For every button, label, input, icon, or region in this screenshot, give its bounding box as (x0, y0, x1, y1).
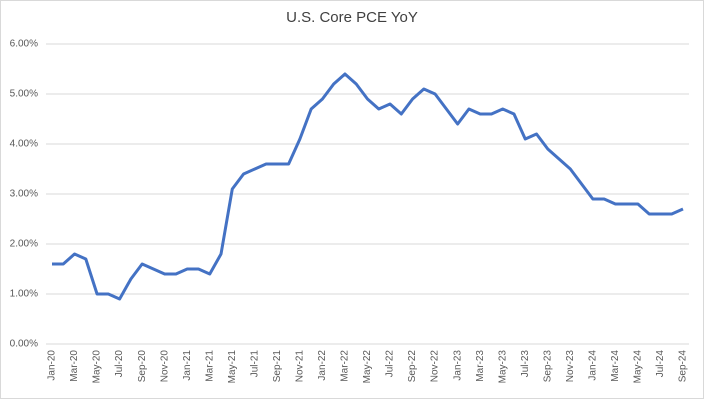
x-tick-label: Mar-22 (340, 350, 351, 382)
y-tick-label: 1.00% (10, 289, 38, 300)
x-tick-label: Mar-20 (69, 350, 80, 382)
x-tick-label: Jan-22 (317, 350, 328, 381)
x-tick-label: May-20 (92, 350, 103, 384)
x-tick-label: Jul-22 (385, 350, 396, 378)
x-tick-label: Mar-21 (204, 350, 215, 382)
x-tick-label: Nov-21 (295, 350, 306, 383)
x-tick-label: Nov-22 (430, 350, 441, 383)
x-tick-label: May-21 (227, 350, 238, 384)
x-tick-label: Sep-23 (542, 350, 553, 383)
x-tick-label: Nov-23 (565, 350, 576, 383)
x-tick-label: Mar-23 (475, 350, 486, 382)
x-tick-label: Jul-21 (249, 350, 260, 378)
y-tick-label: 0.00% (10, 339, 38, 350)
x-tick-label: Sep-24 (678, 350, 689, 383)
x-tick-label: Sep-20 (137, 350, 148, 383)
y-tick-label: 6.00% (10, 39, 38, 50)
y-tick-label: 5.00% (10, 89, 38, 100)
x-tick-label: May-24 (633, 350, 644, 384)
x-tick-label: Jan-21 (182, 350, 193, 381)
x-tick-label: May-23 (497, 350, 508, 384)
line (52, 72, 684, 301)
x-tick-label: Jul-20 (114, 350, 125, 378)
x-tick-label: Nov-20 (159, 350, 170, 383)
x-tick-label: Jul-23 (520, 350, 531, 378)
x-tick-label: Jul-24 (655, 350, 666, 378)
x-tick-label: May-22 (362, 350, 373, 384)
y-tick-label: 2.00% (10, 239, 38, 250)
x-tick-label: Jan-24 (587, 350, 598, 381)
y-tick-label: 3.00% (10, 189, 38, 200)
chart-title: U.S. Core PCE YoY (286, 9, 418, 26)
x-tick-label: Jan-20 (47, 350, 58, 381)
x-tick-label: Mar-24 (610, 350, 621, 382)
x-tick-label: Sep-22 (407, 350, 418, 383)
y-tick-label: 4.00% (10, 139, 38, 150)
x-tick-label: Sep-21 (272, 350, 283, 383)
x-tick-label: Jan-23 (452, 350, 463, 381)
